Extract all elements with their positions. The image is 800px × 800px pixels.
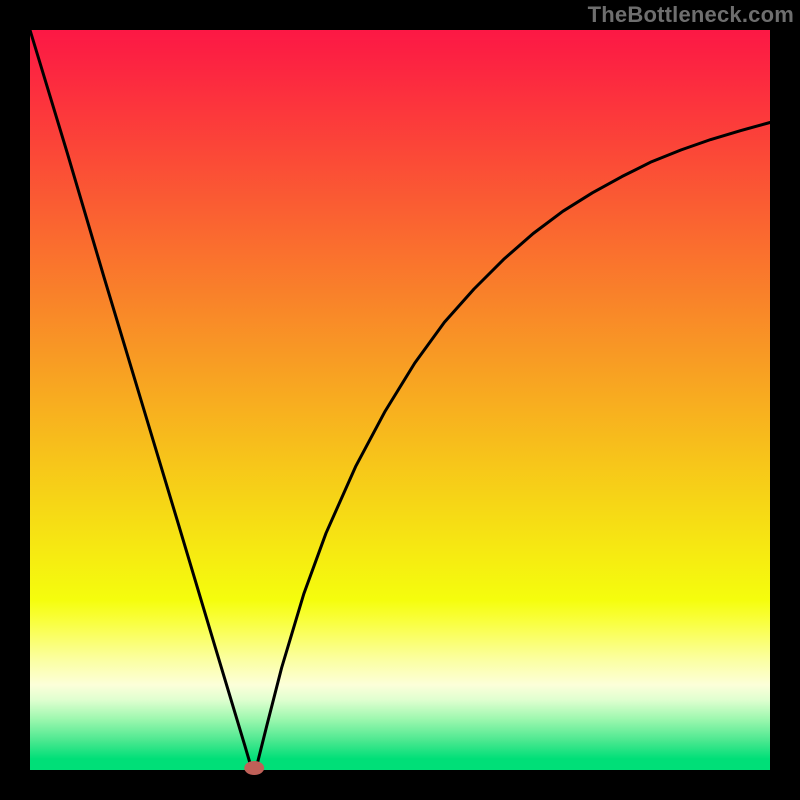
watermark-text: TheBottleneck.com bbox=[588, 2, 794, 28]
optimal-point-marker bbox=[244, 761, 264, 775]
chart-frame: TheBottleneck.com bbox=[0, 0, 800, 800]
bottleneck-chart bbox=[0, 0, 800, 800]
